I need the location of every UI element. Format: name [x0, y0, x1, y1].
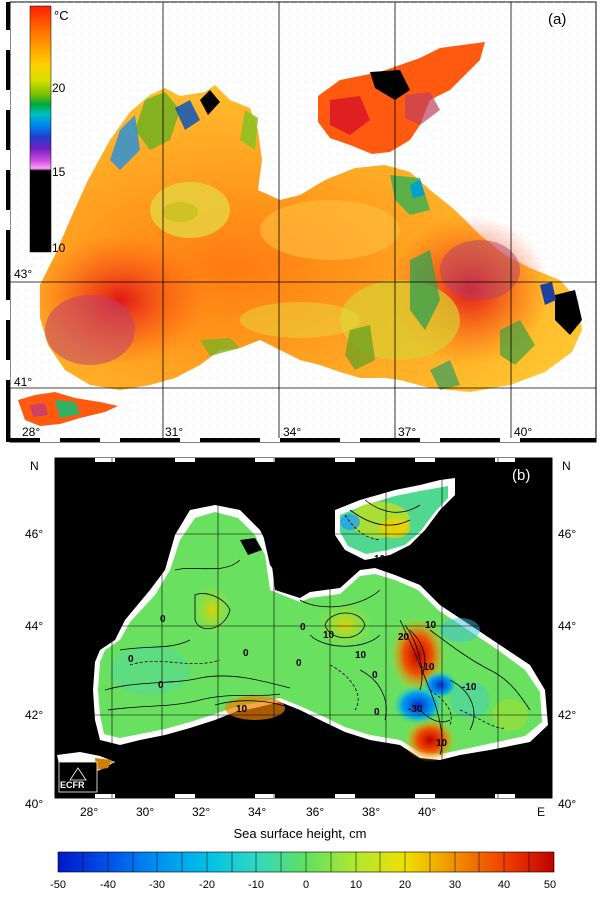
panel-label-a: (a)	[548, 11, 566, 28]
lat-label-41: 41°	[14, 375, 32, 389]
contour-label: 10	[355, 650, 367, 661]
sst-map: °C 20 15 10 (a) 43° 41° 28° 31° 34° 37° …	[6, 1, 597, 443]
lon-label-28: 28°	[80, 805, 98, 819]
lon-label-40: 40°	[418, 805, 436, 819]
ecfr-logo: ECFR	[58, 761, 98, 793]
lon-label-36: 36°	[306, 805, 324, 819]
colorbar-tick: -20	[199, 879, 215, 891]
contour-label: 10	[236, 704, 248, 715]
panel-label-b: (b)	[512, 467, 530, 484]
lat-label-right-40: 40°	[558, 797, 576, 811]
colorbar-tick: -30	[149, 879, 165, 891]
colorbar-unit: °C	[54, 8, 69, 23]
lat-label-left-44: 44°	[25, 619, 43, 633]
colorbar-tick: -10	[248, 879, 264, 891]
contour-label: 20	[398, 632, 410, 643]
graticule	[10, 2, 596, 438]
logo-text: ECFR	[60, 780, 85, 790]
lat-label-right-44: 44°	[558, 619, 576, 633]
colorbar-tick-20: 20	[52, 81, 66, 95]
lon-label-40: 40°	[514, 425, 532, 439]
ssh-colorbar-ticks: -50 -40 -30 -20 -10 0 10 20 30 40 50	[50, 879, 556, 891]
colorbar-tick: 0	[303, 879, 309, 891]
contour-label: 0	[296, 658, 302, 669]
lat-label-right-42: 42°	[558, 708, 576, 722]
contour-label: 10	[425, 620, 437, 631]
lat-label-left-46: 46°	[25, 527, 43, 541]
colorbar-tick: 20	[399, 879, 411, 891]
lat-label-left-40: 40°	[25, 797, 43, 811]
ssh-axis-title: Sea surface height, cm	[234, 826, 367, 841]
ssh-map-panel: 0 0 0 0 0 0 0 10 10 10 10 10 20 -10 -30 …	[0, 450, 600, 910]
ssh-map: 0 0 0 0 0 0 0 10 10 10 10 10 20 -10 -30 …	[25, 457, 576, 891]
contour-label: 0	[300, 622, 306, 633]
contour-label: -30	[408, 704, 423, 715]
contour-label: 0	[128, 654, 134, 665]
colorbar-tick: 10	[350, 879, 362, 891]
contour-label: 10	[323, 630, 335, 641]
lon-label-34: 34°	[248, 805, 266, 819]
lon-label-38: 38°	[362, 805, 380, 819]
lon-label-28: 28°	[22, 425, 40, 439]
crimea-landmass	[262, 520, 330, 580]
colorbar-tick-15: 15	[52, 165, 66, 179]
contour-label: 0	[374, 707, 380, 718]
north-label-right: N	[562, 459, 571, 473]
contour-label: 0	[372, 670, 378, 681]
colorbar-tick: -40	[100, 879, 116, 891]
colorbar-tick: -50	[50, 879, 66, 891]
ssh-colorbar-dividers	[82, 852, 530, 872]
colorbar-tick: 50	[544, 879, 556, 891]
lat-label-left-42: 42°	[25, 708, 43, 722]
north-label-left: N	[30, 459, 39, 473]
east-label: E	[537, 805, 545, 819]
colorbar-tick: 40	[498, 879, 510, 891]
lon-label-31: 31°	[165, 425, 183, 439]
sst-colorbar	[29, 5, 52, 253]
ssh-graticule	[55, 458, 552, 798]
contour-label: 10	[374, 554, 386, 565]
contour-label: 0	[243, 648, 249, 659]
contour-label: -10	[462, 682, 477, 693]
contour-label: -10	[420, 662, 435, 673]
contour-label: 0	[160, 614, 166, 625]
lon-label-34: 34°	[283, 425, 301, 439]
lon-label-30: 30°	[136, 805, 154, 819]
lon-label-37: 37°	[398, 425, 416, 439]
lat-label-43: 43°	[14, 267, 32, 281]
colorbar-tick: 30	[449, 879, 461, 891]
lat-label-right-46: 46°	[558, 527, 576, 541]
sst-map-panel: °C 20 15 10 (a) 43° 41° 28° 31° 34° 37° …	[0, 0, 600, 448]
colorbar-tick-10: 10	[52, 241, 66, 255]
lon-label-32: 32°	[192, 805, 210, 819]
frame-ticks	[95, 458, 515, 798]
contour-label: 0	[158, 680, 164, 691]
lon-tick-strip	[10, 438, 596, 442]
